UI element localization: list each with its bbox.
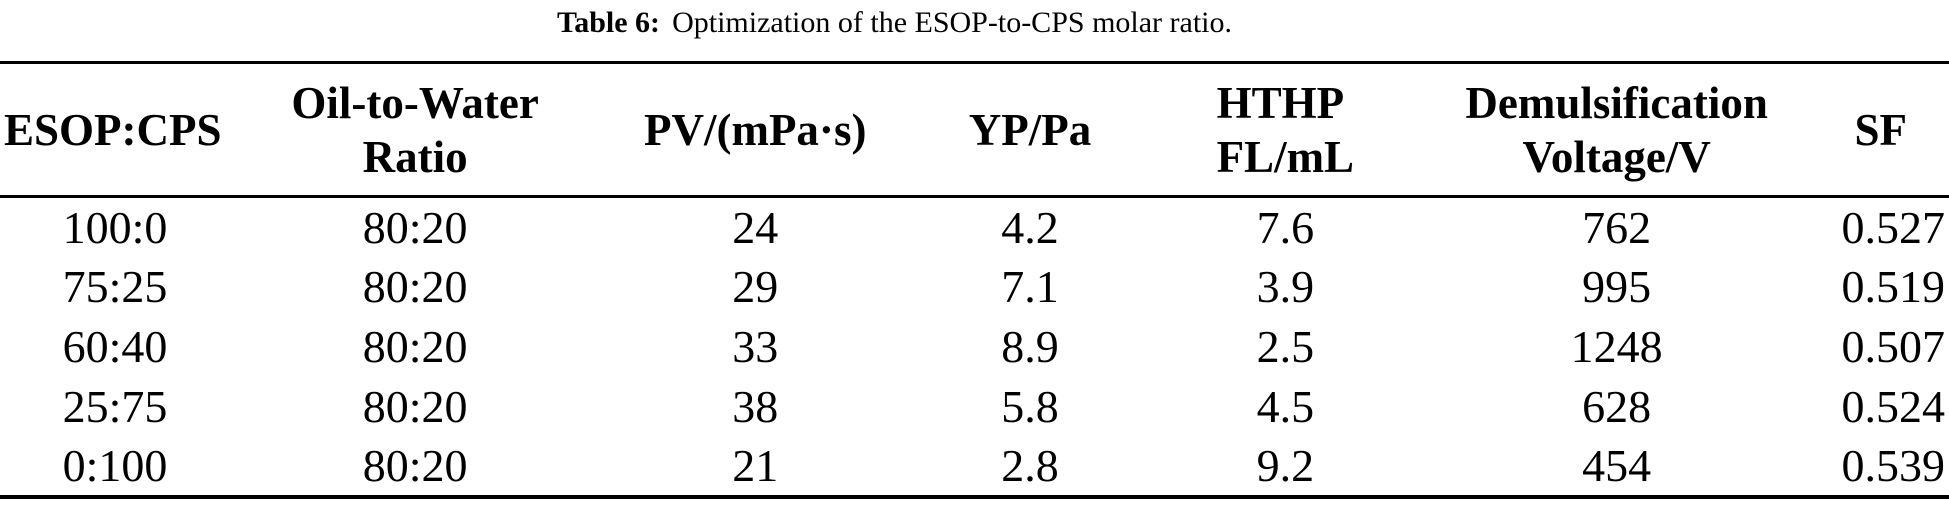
- table-cell: 75:25: [62, 261, 168, 312]
- table-cell: 3.9: [1256, 261, 1315, 312]
- table-cell: 628: [1582, 381, 1652, 432]
- table-cell: 7.6: [1256, 201, 1315, 253]
- table-cell: 80:20: [362, 201, 468, 253]
- table-cell: 29: [732, 261, 779, 312]
- table-cell: 2.8: [1001, 440, 1059, 491]
- table-cell: 5.8: [1001, 381, 1059, 432]
- table-cell: 4.5: [1256, 381, 1315, 432]
- table-cell: 0.507: [1841, 321, 1946, 372]
- col-header-hthp-fluid-loss: HTHP FL/mL: [1150, 63, 1421, 197]
- table-row: 100:0 80:20 24 4.2 7.6 762 0.527: [0, 197, 1949, 257]
- table-caption: Table 6: Optimization of the ESOP-to-CPS …: [0, 5, 1949, 41]
- header-line: HTHP: [1216, 77, 1345, 128]
- table-cell: 0:100: [62, 440, 168, 491]
- table-row: 75:25 80:20 29 7.1 3.9 995 0.519: [0, 257, 1949, 317]
- header-line-stack: HTHP FL/mL: [1217, 76, 1355, 184]
- table-cell: 1248: [1570, 321, 1663, 372]
- col-header-sf: SF: [1813, 63, 1949, 197]
- table-cell: 0.527: [1841, 201, 1946, 253]
- table-cell: 2.5: [1256, 321, 1315, 372]
- table-cell: 995: [1582, 261, 1652, 312]
- table-cell: 80:20: [362, 321, 468, 372]
- table-cell: 38: [732, 381, 779, 432]
- header-line: SF: [1854, 104, 1908, 155]
- header-line: Demulsification: [1465, 77, 1768, 128]
- table-cell: 33: [732, 321, 779, 372]
- col-header-demulsification-voltage: Demulsification Voltage/V: [1421, 63, 1813, 197]
- table-cell: 80:20: [362, 440, 468, 491]
- table-cell: 9.2: [1256, 440, 1315, 491]
- table-caption-label: Table 6:: [556, 6, 661, 39]
- col-header-plastic-viscosity: PV/(mPa·s): [600, 63, 910, 197]
- table-cell: 80:20: [362, 381, 468, 432]
- table-cell: 7.1: [1001, 261, 1059, 312]
- table-cell: 0.519: [1841, 261, 1946, 312]
- table-cell: 0.539: [1841, 440, 1946, 491]
- header-line: Oil-to-Water: [291, 77, 539, 128]
- table-cell: 762: [1582, 201, 1652, 253]
- table-cell: 80:20: [362, 261, 468, 312]
- results-table: ESOP:CPS Oil-to-Water Ratio PV/(mPa·s) Y…: [0, 61, 1949, 499]
- header-line: PV/(mPa·s): [643, 104, 867, 155]
- table-cell: 454: [1582, 440, 1652, 491]
- table-cell: 4.2: [1001, 201, 1059, 253]
- col-header-yield-point: YP/Pa: [910, 63, 1150, 197]
- header-line: FL/mL: [1216, 131, 1355, 182]
- header-line: ESOP:CPS: [4, 104, 222, 155]
- table-cell: 24: [732, 201, 779, 253]
- table-cell: 0.524: [1841, 381, 1946, 432]
- table-caption-text: Optimization of the ESOP-to-CPS molar ra…: [672, 6, 1233, 39]
- header-line: YP/Pa: [968, 104, 1092, 155]
- table-cell: 21: [732, 440, 779, 491]
- table-cell: 100:0: [62, 201, 168, 253]
- table-row: 0:100 80:20 21 2.8 9.2 454 0.539: [0, 437, 1949, 497]
- table-row: 60:40 80:20 33 8.9 2.5 1248 0.507: [0, 317, 1949, 377]
- table-cell: 60:40: [62, 321, 168, 372]
- header-line: Voltage/V: [1522, 131, 1711, 182]
- col-header-oil-to-water-ratio: Oil-to-Water Ratio: [230, 63, 600, 197]
- table-cell: 8.9: [1001, 321, 1059, 372]
- col-header-esop-cps: ESOP:CPS: [0, 63, 230, 197]
- table-cell: 25:75: [62, 381, 168, 432]
- header-row: ESOP:CPS Oil-to-Water Ratio PV/(mPa·s) Y…: [0, 63, 1949, 197]
- header-line: Ratio: [362, 131, 468, 182]
- table-row: 25:75 80:20 38 5.8 4.5 628 0.524: [0, 377, 1949, 437]
